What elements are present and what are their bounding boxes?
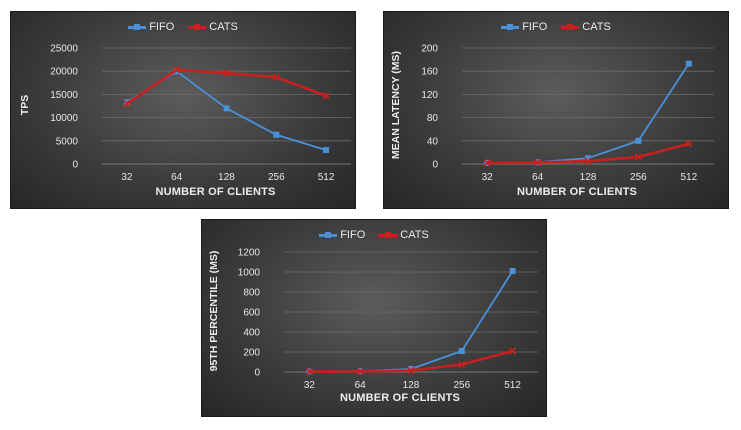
y-tick-label: 0 [432,160,438,171]
legend-label-cats: CATS [582,21,611,33]
x-axis-title: NUMBER OF CLIENTS [339,392,461,404]
x-tick-label: 256 [453,380,470,391]
y-tick-label: 20000 [50,67,78,78]
data-point-cats [483,159,491,167]
data-point-fifo [458,348,465,354]
data-point-fifo [685,60,692,67]
x-axis-title: NUMBER OF CLIENTS [516,186,638,198]
legend-label-fifo: FIFO [522,21,548,33]
y-axis-title: TPS [19,94,31,116]
data-point-fifo [323,147,330,154]
y-tick-label: 1200 [238,248,261,259]
legend-label-fifo: FIFO [340,229,366,241]
y-tick-label: 40 [427,136,439,147]
data-point-fifo [273,131,280,138]
x-tick-label: 128 [218,172,235,183]
y-tick-label: 0 [72,160,78,171]
chart-legend: FIFO CATS [202,229,546,241]
legend-item-cats: CATS [379,229,429,241]
x-tick-label: 64 [355,380,367,391]
y-tick-label: 10000 [50,113,78,124]
series-line-fifo [487,63,690,164]
x-tick-label: 32 [482,172,494,183]
y-tick-label: 1000 [238,268,261,279]
data-point-cats [634,153,643,161]
plot-area: 0 200 400 600 800 1000 1200 32 64 128 256 512 [238,248,538,391]
x-tick-label: 32 [304,380,316,391]
x-tick-label: 512 [680,172,697,183]
legend-item-fifo: FIFO [128,21,174,33]
data-point-cats [272,73,280,81]
chart-legend: FIFO CATS [11,21,355,33]
x-tick-label: 512 [504,380,521,391]
x-tick-label: 512 [318,172,335,183]
legend-label-cats: CATS [400,229,429,241]
x-tick-label: 256 [630,172,647,183]
chart-legend: FIFO CATS [384,21,728,33]
y-tick-label: 160 [421,67,438,78]
series-line-cats [126,68,327,105]
fifo-swatch [128,23,147,30]
data-point-cats [173,66,181,74]
x-axis-title: NUMBER OF CLIENTS [155,186,276,198]
y-axis-title: 95TH PERCENTILE (MS) [208,250,220,372]
data-point-cats [356,367,364,376]
y-axis-title: MEAN LATENCY (MS) [390,50,402,160]
data-point-cats [222,69,231,77]
data-point-cats [685,140,693,148]
fifo-swatch [319,231,338,238]
legend-item-fifo: FIFO [501,21,547,33]
data-point-fifo [223,105,230,112]
plot-area: 0 40 80 120 160 200 32 64 128 256 512 [421,44,714,183]
x-tick-label: 256 [268,172,285,183]
data-point-cats [322,92,330,100]
data-point-fifo [585,155,591,162]
data-point-cats [305,367,314,376]
y-tick-label: 200 [243,348,260,359]
y-tick-label: 80 [427,113,439,124]
y-tick-label: 800 [243,288,260,299]
x-tick-label: 128 [403,380,420,391]
legend-label-cats: CATS [209,21,238,33]
chart-95th-percentile: FIFO CATS 0 200 400 600 800 1000 1200 32 64 128 25… [201,219,547,417]
data-point-cats [407,366,415,375]
data-point-fifo [408,366,414,372]
chart-mean-latency: FIFO CATS 0 40 80 120 160 200 32 64 128 256 512 ME… [383,11,729,209]
fifo-swatch [501,23,520,30]
data-point-cats [584,157,592,165]
y-tick-label: 0 [254,368,260,379]
chart-tps: FIFO CATS 0 5000 10000 15000 20000 25000 32 64 1… [10,11,356,209]
y-tick-label: 400 [243,328,260,339]
data-point-fifo [635,137,642,144]
data-point-fifo [509,268,516,274]
legend-item-cats: CATS [561,21,611,33]
series-line-fifo [309,270,514,373]
data-point-cats [533,158,542,167]
data-point-cats [508,347,517,355]
data-point-cats [123,100,131,108]
cats-swatch [561,23,580,30]
cats-swatch [188,23,207,30]
y-tick-label: 200 [421,44,438,55]
legend-label-fifo: FIFO [149,21,175,33]
x-tick-label: 64 [171,172,183,183]
y-tick-label: 600 [243,308,260,319]
y-tick-label: 25000 [50,44,78,55]
data-point-cats [458,360,466,369]
legend-item-fifo: FIFO [319,229,365,241]
y-tick-label: 120 [421,90,438,101]
cats-swatch [379,231,398,238]
legend-item-cats: CATS [188,21,238,33]
plot-area: 0 5000 10000 15000 20000 25000 32 64 128 256 512 [50,44,351,183]
y-tick-label: 5000 [56,136,79,147]
x-tick-label: 32 [121,172,133,183]
x-tick-label: 128 [580,172,597,183]
x-tick-label: 64 [532,172,544,183]
y-tick-label: 15000 [50,90,78,101]
